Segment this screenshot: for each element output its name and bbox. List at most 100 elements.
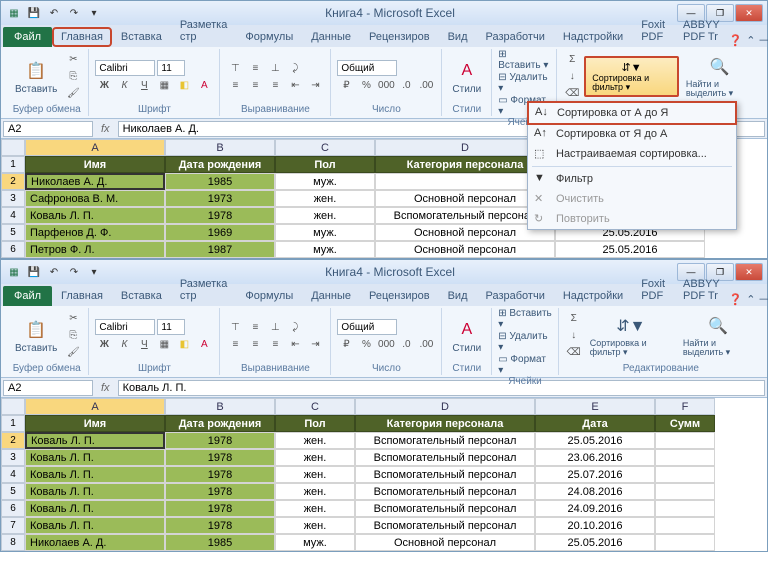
cell-date[interactable]: 25.07.2016 — [535, 466, 655, 483]
currency[interactable]: ₽ — [337, 336, 355, 352]
cell-date[interactable]: 25.05.2016 — [535, 534, 655, 551]
cell-sex[interactable]: жен. — [275, 207, 375, 224]
tab-6[interactable]: Рецензиров — [360, 27, 439, 47]
font-combo[interactable]: Calibri — [95, 60, 155, 76]
align-bot[interactable]: ⊥ — [266, 60, 284, 76]
cut-button[interactable]: ✂ — [64, 52, 82, 68]
cell-sex[interactable]: муж. — [275, 173, 375, 190]
dec-inc[interactable]: .0 — [397, 77, 415, 93]
dec-dec[interactable]: .00 — [417, 77, 435, 93]
indent-inc[interactable]: ⇥ — [306, 77, 324, 93]
tab-7[interactable]: Вид — [439, 286, 477, 306]
fontcolor-button[interactable]: A — [195, 77, 213, 93]
italic-button[interactable]: К — [115, 336, 133, 352]
cell-sex[interactable]: жен. — [275, 449, 355, 466]
table-header[interactable]: Категория персонала — [355, 415, 535, 432]
cell-sum[interactable] — [655, 483, 715, 500]
format-button[interactable]: ▭ Формат ▾ — [498, 354, 552, 376]
fontsize-combo[interactable]: 11 — [157, 319, 185, 335]
insert-button[interactable]: ⊞ Вставить ▾ — [498, 49, 550, 71]
fx-icon[interactable]: fx — [95, 123, 116, 135]
col-header-E[interactable]: E — [535, 398, 655, 415]
close-button[interactable]: ✕ — [735, 4, 763, 22]
cell-year[interactable]: 1985 — [165, 173, 275, 190]
font-combo[interactable]: Calibri — [95, 319, 155, 335]
tab-9[interactable]: Надстройки — [554, 286, 632, 306]
align-right[interactable]: ≡ — [266, 336, 284, 352]
tab-11[interactable]: ABBYY PDF Tr — [674, 15, 729, 47]
cell-sex[interactable]: муж. — [275, 534, 355, 551]
align-left[interactable]: ≡ — [226, 77, 244, 93]
col-header-F[interactable]: F — [655, 398, 715, 415]
excel-icon[interactable]: ▦ — [5, 4, 23, 22]
cell-cat[interactable]: Вспомогательный персонал — [355, 500, 535, 517]
tab-8[interactable]: Разработчи — [477, 286, 554, 306]
delete-button[interactable]: ⊟ Удалить ▾ — [498, 331, 552, 353]
table-header[interactable]: Дата рождения — [165, 156, 275, 173]
cell-date[interactable]: 25.05.2016 — [555, 241, 705, 258]
tab-3[interactable]: Разметка стр — [171, 15, 237, 47]
tab-1[interactable]: Главная — [52, 286, 112, 306]
qat-undo[interactable]: ↶ — [45, 263, 63, 281]
underline-button[interactable]: Ч — [135, 77, 153, 93]
comma[interactable]: 000 — [377, 336, 395, 352]
cell-year[interactable]: 1978 — [165, 449, 275, 466]
ribbon-min[interactable]: ⌃ — [746, 34, 755, 47]
cell-cat[interactable]: Вспомогательный персонал — [355, 432, 535, 449]
styles-button[interactable]: AСтили — [448, 57, 485, 97]
qat-save[interactable]: 💾 — [25, 4, 43, 22]
cell-year[interactable]: 1969 — [165, 224, 275, 241]
tab-9[interactable]: Надстройки — [554, 27, 632, 47]
cell-year[interactable]: 1985 — [165, 534, 275, 551]
cell-cat[interactable]: Вспомогательный персонал — [355, 483, 535, 500]
align-center[interactable]: ≡ — [246, 336, 264, 352]
align-right[interactable]: ≡ — [266, 77, 284, 93]
cell-name[interactable]: Коваль Л. П. — [25, 449, 165, 466]
tab-8[interactable]: Разработчи — [477, 27, 554, 47]
col-header-C[interactable]: C — [275, 398, 355, 415]
help-icon[interactable]: ❓ — [729, 293, 743, 306]
border-button[interactable]: ▦ — [155, 336, 173, 352]
align-top[interactable]: ⊤ — [226, 319, 244, 335]
copy-button[interactable]: ⎘ — [64, 328, 82, 344]
ribbon-min[interactable]: ⌃ — [746, 293, 755, 306]
dropdown-item[interactable]: ⬚Настраиваемая сортировка... — [528, 144, 736, 164]
italic-button[interactable]: К — [115, 77, 133, 93]
cell-sum[interactable] — [655, 432, 715, 449]
cell-sum[interactable] — [655, 466, 715, 483]
qat-more[interactable]: ▾ — [85, 4, 103, 22]
row-header-4[interactable]: 4 — [1, 466, 25, 483]
row-header-5[interactable]: 5 — [1, 224, 25, 241]
table-header[interactable]: Дата рождения — [165, 415, 275, 432]
tab-1[interactable]: Главная — [52, 27, 112, 47]
row-header-2[interactable]: 2 — [1, 432, 25, 449]
autosum[interactable]: Σ — [563, 52, 581, 68]
tab-10[interactable]: Foxit PDF — [632, 15, 674, 47]
indent-dec[interactable]: ⇤ — [286, 336, 304, 352]
align-left[interactable]: ≡ — [226, 336, 244, 352]
brush-button[interactable]: 🖌 — [64, 86, 82, 102]
cell-name[interactable]: Парфенов Д. Ф. — [25, 224, 165, 241]
cell-sex[interactable]: жен. — [275, 483, 355, 500]
qat-undo[interactable]: ↶ — [45, 4, 63, 22]
cell-sex[interactable]: жен. — [275, 190, 375, 207]
cell-year[interactable]: 1978 — [165, 432, 275, 449]
cell-date[interactable]: 24.09.2016 — [535, 500, 655, 517]
paste-button[interactable]: 📋Вставить — [11, 57, 61, 97]
cell-date[interactable]: 20.10.2016 — [535, 517, 655, 534]
row-header-6[interactable]: 6 — [1, 241, 25, 258]
cell-name[interactable]: Коваль Л. П. — [25, 432, 165, 449]
find-button[interactable]: 🔍Найти и выделить ▾ — [682, 53, 757, 100]
copy-button[interactable]: ⎘ — [64, 69, 82, 85]
fx-icon[interactable]: fx — [95, 382, 116, 394]
tab-11[interactable]: ABBYY PDF Tr — [674, 274, 729, 306]
cell-year[interactable]: 1978 — [165, 517, 275, 534]
cell-sex[interactable]: жен. — [275, 432, 355, 449]
tab-3[interactable]: Разметка стр — [171, 274, 237, 306]
cell-sex[interactable]: жен. — [275, 500, 355, 517]
fill-down[interactable]: ↓ — [563, 69, 581, 85]
currency[interactable]: ₽ — [337, 77, 355, 93]
select-all[interactable] — [1, 398, 25, 415]
formula-input[interactable]: Коваль Л. П. — [118, 380, 765, 396]
tab-5[interactable]: Данные — [302, 27, 360, 47]
